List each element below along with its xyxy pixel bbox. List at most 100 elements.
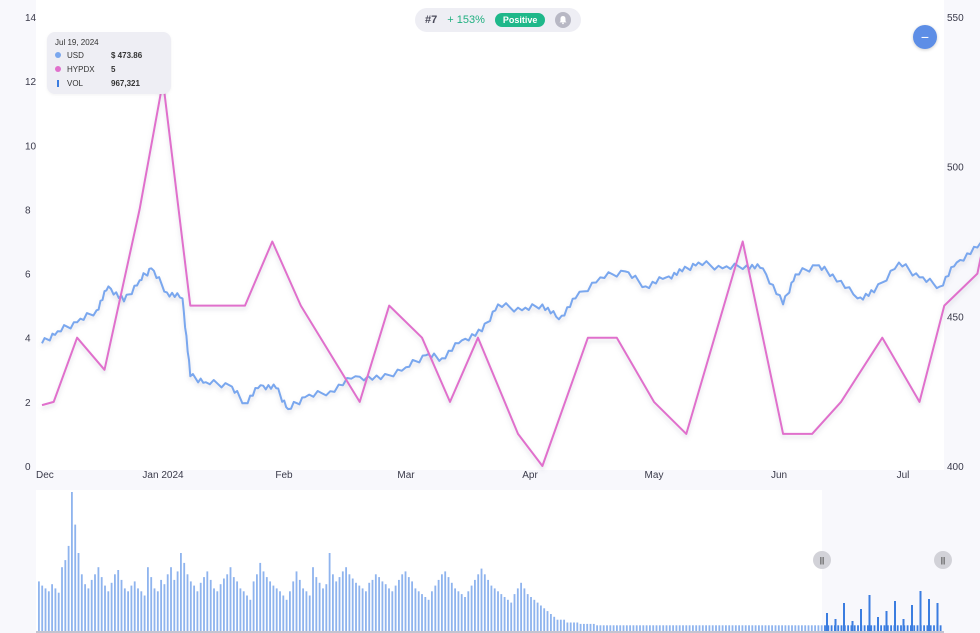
volume-bar (140, 591, 143, 631)
volume-bar (573, 622, 575, 631)
volume-bar (559, 619, 562, 631)
volume-bar (147, 567, 149, 631)
volume-bar (715, 625, 717, 631)
volume-bar (470, 585, 473, 631)
volume-bar (540, 605, 542, 631)
volume-bar (616, 625, 618, 631)
volume-bar (71, 492, 73, 631)
volume-bar (642, 625, 645, 631)
volume-bar (810, 625, 813, 631)
volume-bar (67, 545, 70, 631)
volume-bar (226, 574, 229, 631)
volume-bar (427, 599, 430, 631)
volume-bar (298, 579, 301, 631)
volume-bar (900, 625, 902, 631)
volume-bar (209, 579, 212, 631)
volume-bar (526, 594, 529, 631)
volume-bar (596, 625, 599, 631)
tooltip-value: 5 (111, 64, 116, 74)
volume-bar (579, 623, 582, 631)
volume-bar (414, 588, 417, 631)
vol-bar-icon (57, 79, 59, 87)
volume-bar (649, 625, 651, 631)
volume-bar (97, 567, 100, 631)
volume-bar (619, 625, 622, 631)
zoom-out-button[interactable]: − (913, 25, 937, 49)
volume-bar (305, 591, 308, 631)
volume-bar (919, 591, 922, 631)
volume-bar (289, 591, 291, 631)
volume-bar (853, 625, 856, 631)
volume-bar (77, 553, 80, 631)
volume-bar (867, 625, 869, 631)
volume-bar (199, 582, 202, 631)
volume-bar (672, 625, 675, 631)
volume-bar (566, 622, 569, 631)
volume-bar (877, 617, 879, 631)
volume-bar (44, 588, 47, 631)
volume-bar (870, 625, 873, 631)
volume-bar (612, 625, 615, 631)
volume-bar (873, 625, 876, 631)
volume-bar (880, 625, 883, 631)
volume-bar (454, 588, 457, 631)
volume-bar (721, 625, 724, 631)
volume-bar (708, 625, 711, 631)
volume-bar (450, 582, 453, 631)
volume-bar (232, 577, 235, 631)
navigator-left-handle[interactable]: || (813, 551, 831, 569)
volume-bar (794, 625, 797, 631)
volume-bar (814, 625, 817, 631)
volume-bar (748, 625, 750, 631)
volume-bar (156, 591, 159, 631)
right-tick-label: 400 (947, 462, 964, 473)
volume-bar (665, 625, 668, 631)
sentiment-badge: Positive (494, 13, 546, 27)
volume-bar (262, 571, 265, 631)
volume-bar (170, 567, 172, 631)
volume-bar (754, 625, 757, 631)
volume-bar (351, 578, 354, 631)
minus-icon: − (920, 29, 930, 45)
volume-bar (302, 588, 305, 631)
volume-bar (308, 595, 311, 631)
volume-bar (758, 625, 760, 631)
volume-bar (249, 599, 252, 631)
volume-bar (910, 625, 912, 631)
volume-bar (371, 579, 374, 631)
x-tick-label: Mar (397, 470, 415, 481)
volume-bars (36, 492, 944, 633)
volume-bar (589, 623, 592, 631)
volume-bar (229, 567, 232, 631)
bell-icon[interactable] (555, 12, 572, 28)
volume-bar (523, 588, 526, 631)
volume-bar (279, 591, 281, 631)
volume-bar (550, 614, 552, 631)
volume-bar (711, 625, 714, 631)
volume-bar (632, 625, 635, 631)
volume-bar (939, 625, 942, 631)
volume-bar (272, 585, 275, 631)
volume-bar (599, 625, 602, 631)
volume-bar (239, 588, 242, 631)
left-tick-label: 0 (25, 462, 31, 473)
volume-bar (820, 625, 823, 631)
volume-bar (322, 588, 324, 631)
volume-bar (658, 625, 661, 631)
volume-bar (391, 591, 394, 631)
volume-bar (885, 611, 888, 631)
volume-bar (104, 585, 106, 631)
volume-bar (150, 577, 153, 631)
volume-bar (609, 625, 612, 631)
volume-bar (437, 579, 440, 631)
volume-bar (868, 595, 871, 631)
volume-bar (744, 625, 747, 631)
volume-bar (929, 625, 932, 631)
volume-bar (911, 605, 913, 631)
volume-bar (834, 619, 837, 631)
volume-bar (827, 625, 830, 631)
navigator-right-handle[interactable]: || (934, 551, 952, 569)
change-percent: + 153% (447, 14, 485, 26)
coin-summary-pill: #7 + 153% Positive (415, 8, 582, 32)
volume-bar (345, 567, 348, 631)
